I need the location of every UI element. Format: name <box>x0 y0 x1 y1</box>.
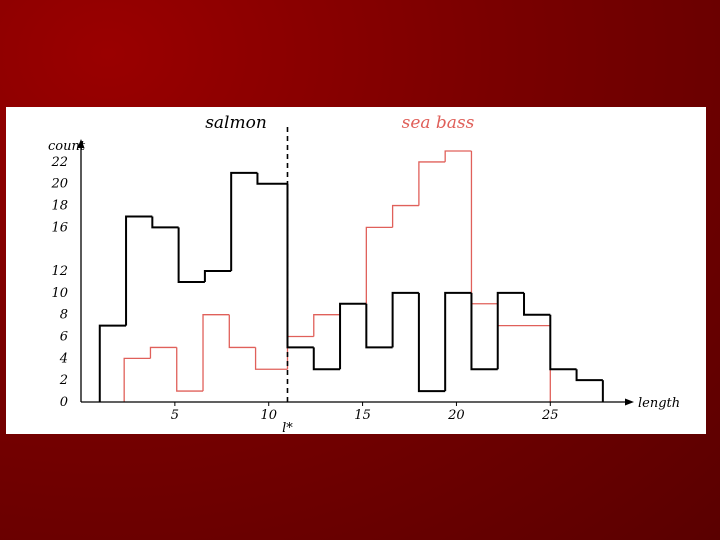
y-tick-label: 16 <box>51 220 68 235</box>
sea-bass-bin <box>123 357 151 402</box>
sea-bass-bin <box>391 204 419 228</box>
sea-bass-bin <box>254 347 288 370</box>
sea-bass-bin <box>202 314 230 392</box>
y-tick-label: 6 <box>60 330 68 345</box>
y-tick-label: 2 <box>59 373 68 388</box>
salmon-bin <box>286 183 314 349</box>
sea-bass-bin <box>339 303 367 315</box>
salmon-bin <box>391 291 419 348</box>
sea-bass-bin <box>418 161 446 206</box>
x-tick-label: 25 <box>541 408 559 423</box>
sea-bass-bin <box>365 226 393 304</box>
sea-bass-bin <box>313 314 341 337</box>
salmon-bin <box>575 369 603 382</box>
salmon-bin <box>256 172 288 185</box>
chart-panel: 5 10 15 20 25 0 2 4 6 8 10 12 16 18 20 22 count length l* s… <box>6 107 706 434</box>
sea-bass-bin <box>176 347 204 392</box>
threshold-label: l* <box>282 421 293 434</box>
salmon-bin <box>470 292 498 371</box>
axes-layer <box>77 123 634 406</box>
salmon-bin <box>417 292 446 393</box>
y-tick-label: 12 <box>51 264 68 279</box>
salmon-bin <box>230 171 258 272</box>
y-tick-label: 4 <box>59 351 68 366</box>
salmon-bin <box>365 303 393 349</box>
x-axis-arrowhead <box>625 398 634 406</box>
y-axis-arrowhead <box>77 139 85 148</box>
salmon-bin <box>203 270 232 282</box>
y-tick-label: 18 <box>51 199 68 214</box>
sea-bass-label: sea bass <box>402 113 475 133</box>
y-axis-title: count <box>48 139 86 154</box>
salmon-bin <box>151 216 179 229</box>
y-tick-label: 10 <box>51 286 68 301</box>
x-tick-label: 15 <box>354 408 371 423</box>
sea-bass-series <box>123 150 551 402</box>
salmon-series <box>98 171 604 402</box>
x-tick-label: 20 <box>447 408 465 423</box>
salmon-bin <box>125 215 153 326</box>
salmon-bin <box>496 291 525 370</box>
y-tick-label: 22 <box>50 155 68 170</box>
sea-bass-bin <box>497 303 525 327</box>
y-tick-label: 20 <box>50 177 68 192</box>
sea-bass-bin <box>470 151 498 305</box>
salmon-bin <box>98 324 127 402</box>
salmon-bin <box>549 314 577 371</box>
series-layer <box>98 150 604 402</box>
sea-bass-bin <box>286 335 314 370</box>
salmon-bin <box>177 227 205 283</box>
salmon-label: salmon <box>205 113 267 133</box>
sea-bass-bin <box>444 150 472 162</box>
sea-bass-bin <box>228 314 256 349</box>
y-tick-label: 8 <box>60 308 68 323</box>
salmon-bin <box>339 302 367 370</box>
y-tick-label: 0 <box>60 395 68 410</box>
x-axis-title: length <box>638 396 680 411</box>
x-tick-label: 10 <box>260 408 277 423</box>
x-tick-label: 5 <box>171 408 179 423</box>
salmon-bin <box>523 292 551 316</box>
sea-bass-bin <box>149 346 177 359</box>
salmon-bin <box>444 291 472 392</box>
salmon-bin <box>312 347 341 371</box>
